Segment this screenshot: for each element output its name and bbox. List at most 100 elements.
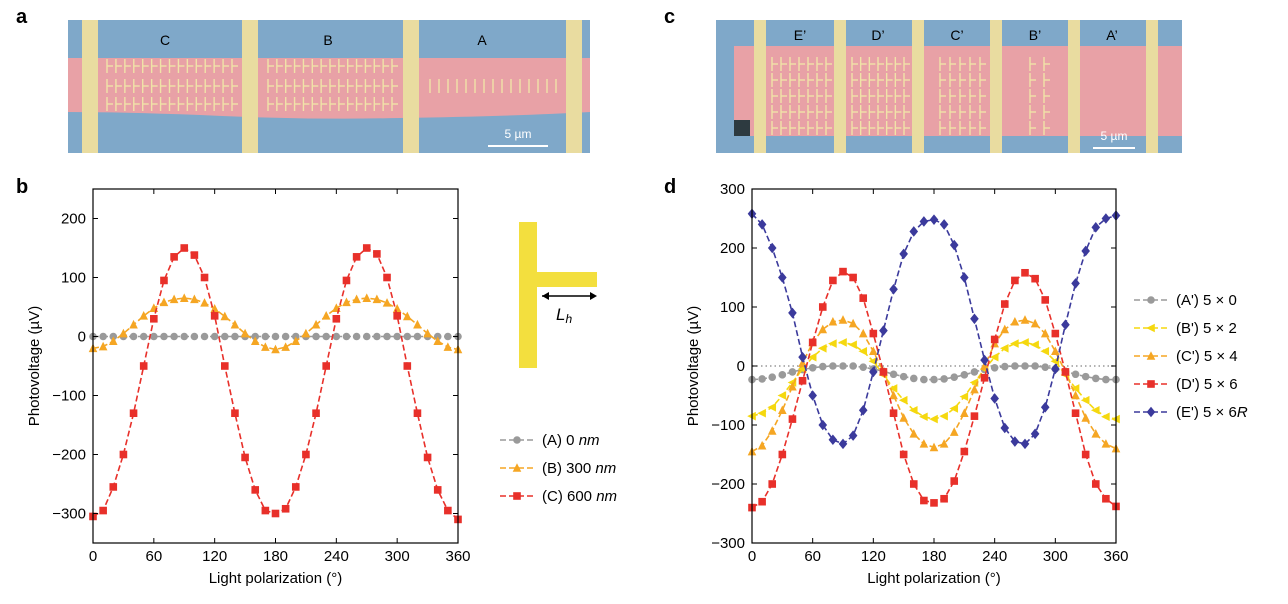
data-point: [1090, 405, 1100, 415]
data-point: [920, 496, 928, 505]
data-point: [433, 486, 442, 494]
data-point: [200, 273, 209, 282]
data-point: [1070, 384, 1080, 393]
y-tick-label: −200: [52, 447, 86, 464]
legend-label-text: (C') 5 × 4: [1176, 348, 1238, 365]
series-1: [89, 332, 462, 341]
data-point: [1030, 340, 1039, 350]
data-point: [1041, 296, 1050, 304]
legend-marker: [513, 436, 521, 444]
data-point: [970, 384, 979, 394]
data-point: [1091, 480, 1100, 488]
data-point: [362, 332, 371, 341]
micrograph-a-label-a: A: [477, 32, 487, 48]
data-point: [889, 284, 898, 295]
series-3: [89, 244, 462, 524]
data-point: [807, 352, 817, 362]
data-point: [281, 342, 290, 351]
legend-label-text: (A) 0: [542, 432, 579, 449]
data-point: [817, 344, 827, 353]
data-point: [768, 480, 777, 488]
data-point: [231, 332, 239, 341]
data-point: [859, 363, 868, 371]
data-point: [1081, 245, 1090, 257]
data-point: [301, 328, 311, 338]
data-point: [1071, 409, 1080, 417]
legend-label: (A') 5 × 0: [1176, 292, 1237, 309]
data-point: [788, 415, 797, 423]
data-point: [119, 328, 128, 338]
data-point: [929, 414, 938, 424]
data-point: [970, 313, 979, 325]
data-point: [950, 477, 959, 485]
data-point: [170, 253, 178, 261]
series-line: [751, 213, 1117, 445]
data-point: [1000, 422, 1010, 434]
lh-arrow-right-head: [590, 292, 597, 300]
data-point: [1061, 319, 1070, 330]
data-point: [999, 344, 1009, 353]
x-axis-label: Light polarization (°): [867, 570, 1001, 587]
data-point: [1010, 339, 1019, 348]
micrograph-c-electrode-5: [1068, 20, 1080, 153]
micrograph-c-electrode-1: [754, 20, 766, 153]
micrograph-c-electrode-2: [834, 20, 846, 153]
data-point: [444, 332, 452, 341]
data-point: [271, 344, 280, 354]
y-axis-label: Photovoltage (µV): [26, 306, 43, 426]
chart-b: 0 60 120 180 240 300 360 −300 −200 −100 0 100 200 Lig…: [26, 188, 617, 587]
data-point: [1031, 274, 1039, 283]
data-point: [980, 374, 989, 382]
data-point: [757, 219, 767, 230]
data-point: [838, 315, 848, 324]
legend-entry-3: (C) 600 nm: [500, 488, 617, 505]
data-point: [1051, 363, 1060, 375]
data-point: [960, 272, 969, 283]
data-point: [332, 315, 341, 323]
legend-marker: [1146, 323, 1155, 333]
data-point: [179, 293, 189, 302]
data-point: [1041, 363, 1050, 371]
series-2: [747, 338, 1120, 424]
lh-label: Lh: [556, 305, 572, 326]
data-point: [888, 384, 898, 393]
micrograph-c-label-b: B’: [1029, 27, 1041, 43]
data-point: [848, 318, 858, 328]
x-tick-label: 360: [1103, 548, 1128, 565]
micrograph-a-electrode-3: [403, 20, 419, 153]
legend-entry-2: (B') 5 × 2: [1134, 320, 1237, 337]
legend-label: (B) 300 nm: [542, 460, 616, 477]
data-point: [150, 332, 158, 341]
data-point: [1030, 318, 1040, 328]
data-point: [1010, 316, 1020, 326]
data-point: [322, 332, 330, 341]
data-point: [169, 294, 179, 304]
data-point: [190, 251, 199, 259]
data-point: [909, 480, 918, 488]
data-point: [190, 294, 199, 304]
micrograph-c-dark-corner: [734, 120, 750, 136]
data-point: [858, 346, 868, 356]
data-point: [271, 509, 280, 518]
x-tick-label: 0: [89, 548, 97, 565]
data-point: [1000, 362, 1009, 371]
data-point: [393, 312, 401, 320]
data-point: [139, 332, 148, 341]
data-point: [798, 351, 807, 363]
series-5: [747, 208, 1121, 450]
micrograph-c-antenna-arrays: [771, 57, 1050, 135]
data-point: [939, 219, 949, 230]
data-point: [909, 374, 918, 383]
data-point: [970, 368, 979, 376]
legend-label-text: (B') 5 × 2: [1176, 320, 1237, 337]
data-point: [858, 328, 868, 338]
lh-arrow-left-head: [542, 292, 549, 300]
data-point: [919, 439, 929, 448]
legend-marker: [512, 463, 522, 472]
x-axis-label: Light polarization (°): [209, 570, 343, 587]
data-point: [1031, 362, 1039, 370]
data-point: [848, 340, 857, 350]
x-tick-label: 120: [202, 548, 227, 565]
data-point: [939, 439, 949, 448]
x-tick-label: 180: [921, 548, 946, 565]
